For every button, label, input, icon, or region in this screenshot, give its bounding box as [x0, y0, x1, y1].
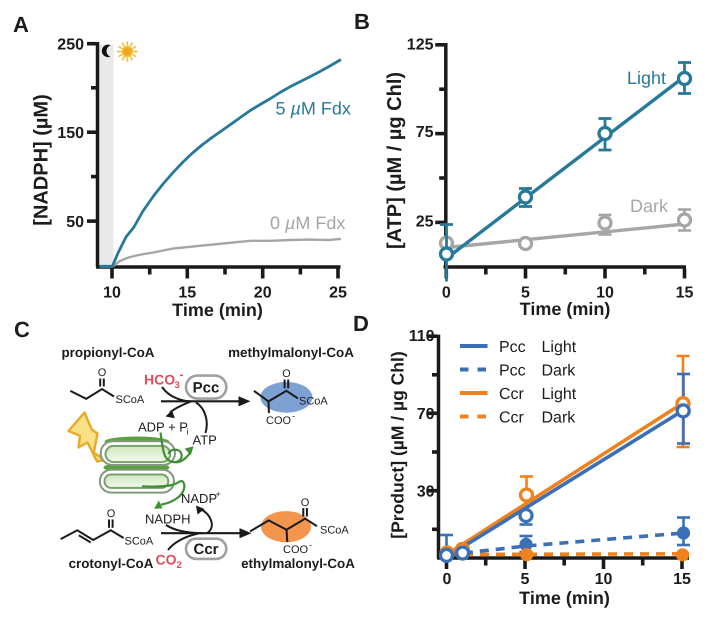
svg-text:O: O: [107, 508, 116, 520]
svg-text:150: 150: [57, 125, 84, 142]
svg-text:Ccr: Ccr: [499, 386, 525, 403]
svg-text:125: 125: [407, 37, 434, 54]
svg-text:D: D: [353, 311, 369, 336]
svg-text:+: +: [216, 489, 221, 499]
svg-text:Dark: Dark: [630, 196, 669, 216]
svg-text:[NADPH] (µM): [NADPH] (µM): [31, 94, 53, 226]
svg-text:ADP + P: ADP + P: [138, 420, 188, 435]
svg-text:20: 20: [254, 285, 272, 302]
svg-text:NADPH: NADPH: [145, 512, 191, 527]
svg-text:[Product] (µM / µg Chl): [Product] (µM / µg Chl): [387, 351, 407, 538]
svg-text:0: 0: [443, 571, 452, 588]
svg-text:50: 50: [66, 214, 84, 231]
svg-text:Light: Light: [627, 68, 666, 88]
svg-text:Pcc: Pcc: [193, 379, 220, 396]
svg-text:ATP: ATP: [193, 433, 217, 448]
svg-text:2: 2: [177, 560, 182, 571]
svg-text:SCoA: SCoA: [299, 396, 328, 408]
svg-text:0: 0: [442, 285, 451, 302]
svg-text:15: 15: [178, 285, 196, 302]
svg-text:Dark: Dark: [542, 362, 577, 379]
svg-text:Ccr: Ccr: [499, 409, 525, 426]
svg-text:10: 10: [595, 571, 613, 588]
svg-text:70: 70: [417, 406, 435, 423]
svg-text:CO: CO: [156, 551, 177, 567]
svg-text:Dark: Dark: [542, 409, 577, 426]
svg-text:ethylmalonyl-CoA: ethylmalonyl-CoA: [241, 556, 355, 571]
svg-text:25: 25: [416, 214, 434, 231]
svg-text:C: C: [14, 317, 30, 342]
svg-text:Light: Light: [542, 339, 577, 356]
svg-text:O: O: [282, 368, 291, 380]
svg-text:NADP: NADP: [181, 491, 217, 506]
svg-text:Time (min): Time (min): [519, 588, 610, 608]
svg-text:SCoA: SCoA: [116, 394, 145, 406]
svg-text:SCoA: SCoA: [320, 525, 349, 537]
svg-text:5: 5: [521, 571, 530, 588]
svg-text:Ccr: Ccr: [193, 541, 218, 558]
svg-text:Pcc: Pcc: [499, 339, 526, 356]
svg-text:Time (min): Time (min): [520, 299, 611, 319]
svg-text:HCO: HCO: [144, 371, 175, 387]
svg-text:Time (min): Time (min): [172, 300, 263, 320]
svg-text:0 µM Fdx: 0 µM Fdx: [270, 213, 345, 233]
svg-text:250: 250: [57, 37, 84, 54]
svg-text:B: B: [354, 9, 370, 34]
svg-text:O: O: [301, 497, 310, 509]
svg-text:10: 10: [103, 285, 121, 302]
svg-text:5 µM Fdx: 5 µM Fdx: [276, 99, 351, 119]
svg-text:A: A: [13, 12, 29, 37]
svg-text:SCoA: SCoA: [125, 536, 154, 548]
svg-text:15: 15: [673, 571, 691, 588]
svg-text:Pcc: Pcc: [499, 362, 526, 379]
svg-text:methylmalonyl-CoA: methylmalonyl-CoA: [228, 345, 354, 360]
svg-text:crotonyl-CoA: crotonyl-CoA: [69, 556, 154, 571]
svg-text:25: 25: [329, 285, 347, 302]
svg-text:Light: Light: [542, 386, 577, 403]
svg-text:propionyl-CoA: propionyl-CoA: [62, 345, 155, 360]
svg-text:COO: COO: [266, 415, 292, 427]
svg-text:30: 30: [417, 484, 435, 501]
svg-text:-: -: [309, 540, 312, 550]
svg-text:3: 3: [175, 380, 180, 391]
svg-text:-: -: [292, 411, 295, 421]
svg-text:15: 15: [676, 285, 694, 302]
svg-text:O: O: [98, 367, 107, 379]
svg-text:75: 75: [416, 124, 434, 141]
svg-text:[ATP] (µM / µg Chl): [ATP] (µM / µg Chl): [384, 72, 406, 249]
svg-text:i: i: [187, 427, 189, 437]
svg-text:-: -: [180, 368, 184, 382]
svg-text:110: 110: [409, 328, 435, 345]
svg-text:COO: COO: [283, 544, 309, 556]
